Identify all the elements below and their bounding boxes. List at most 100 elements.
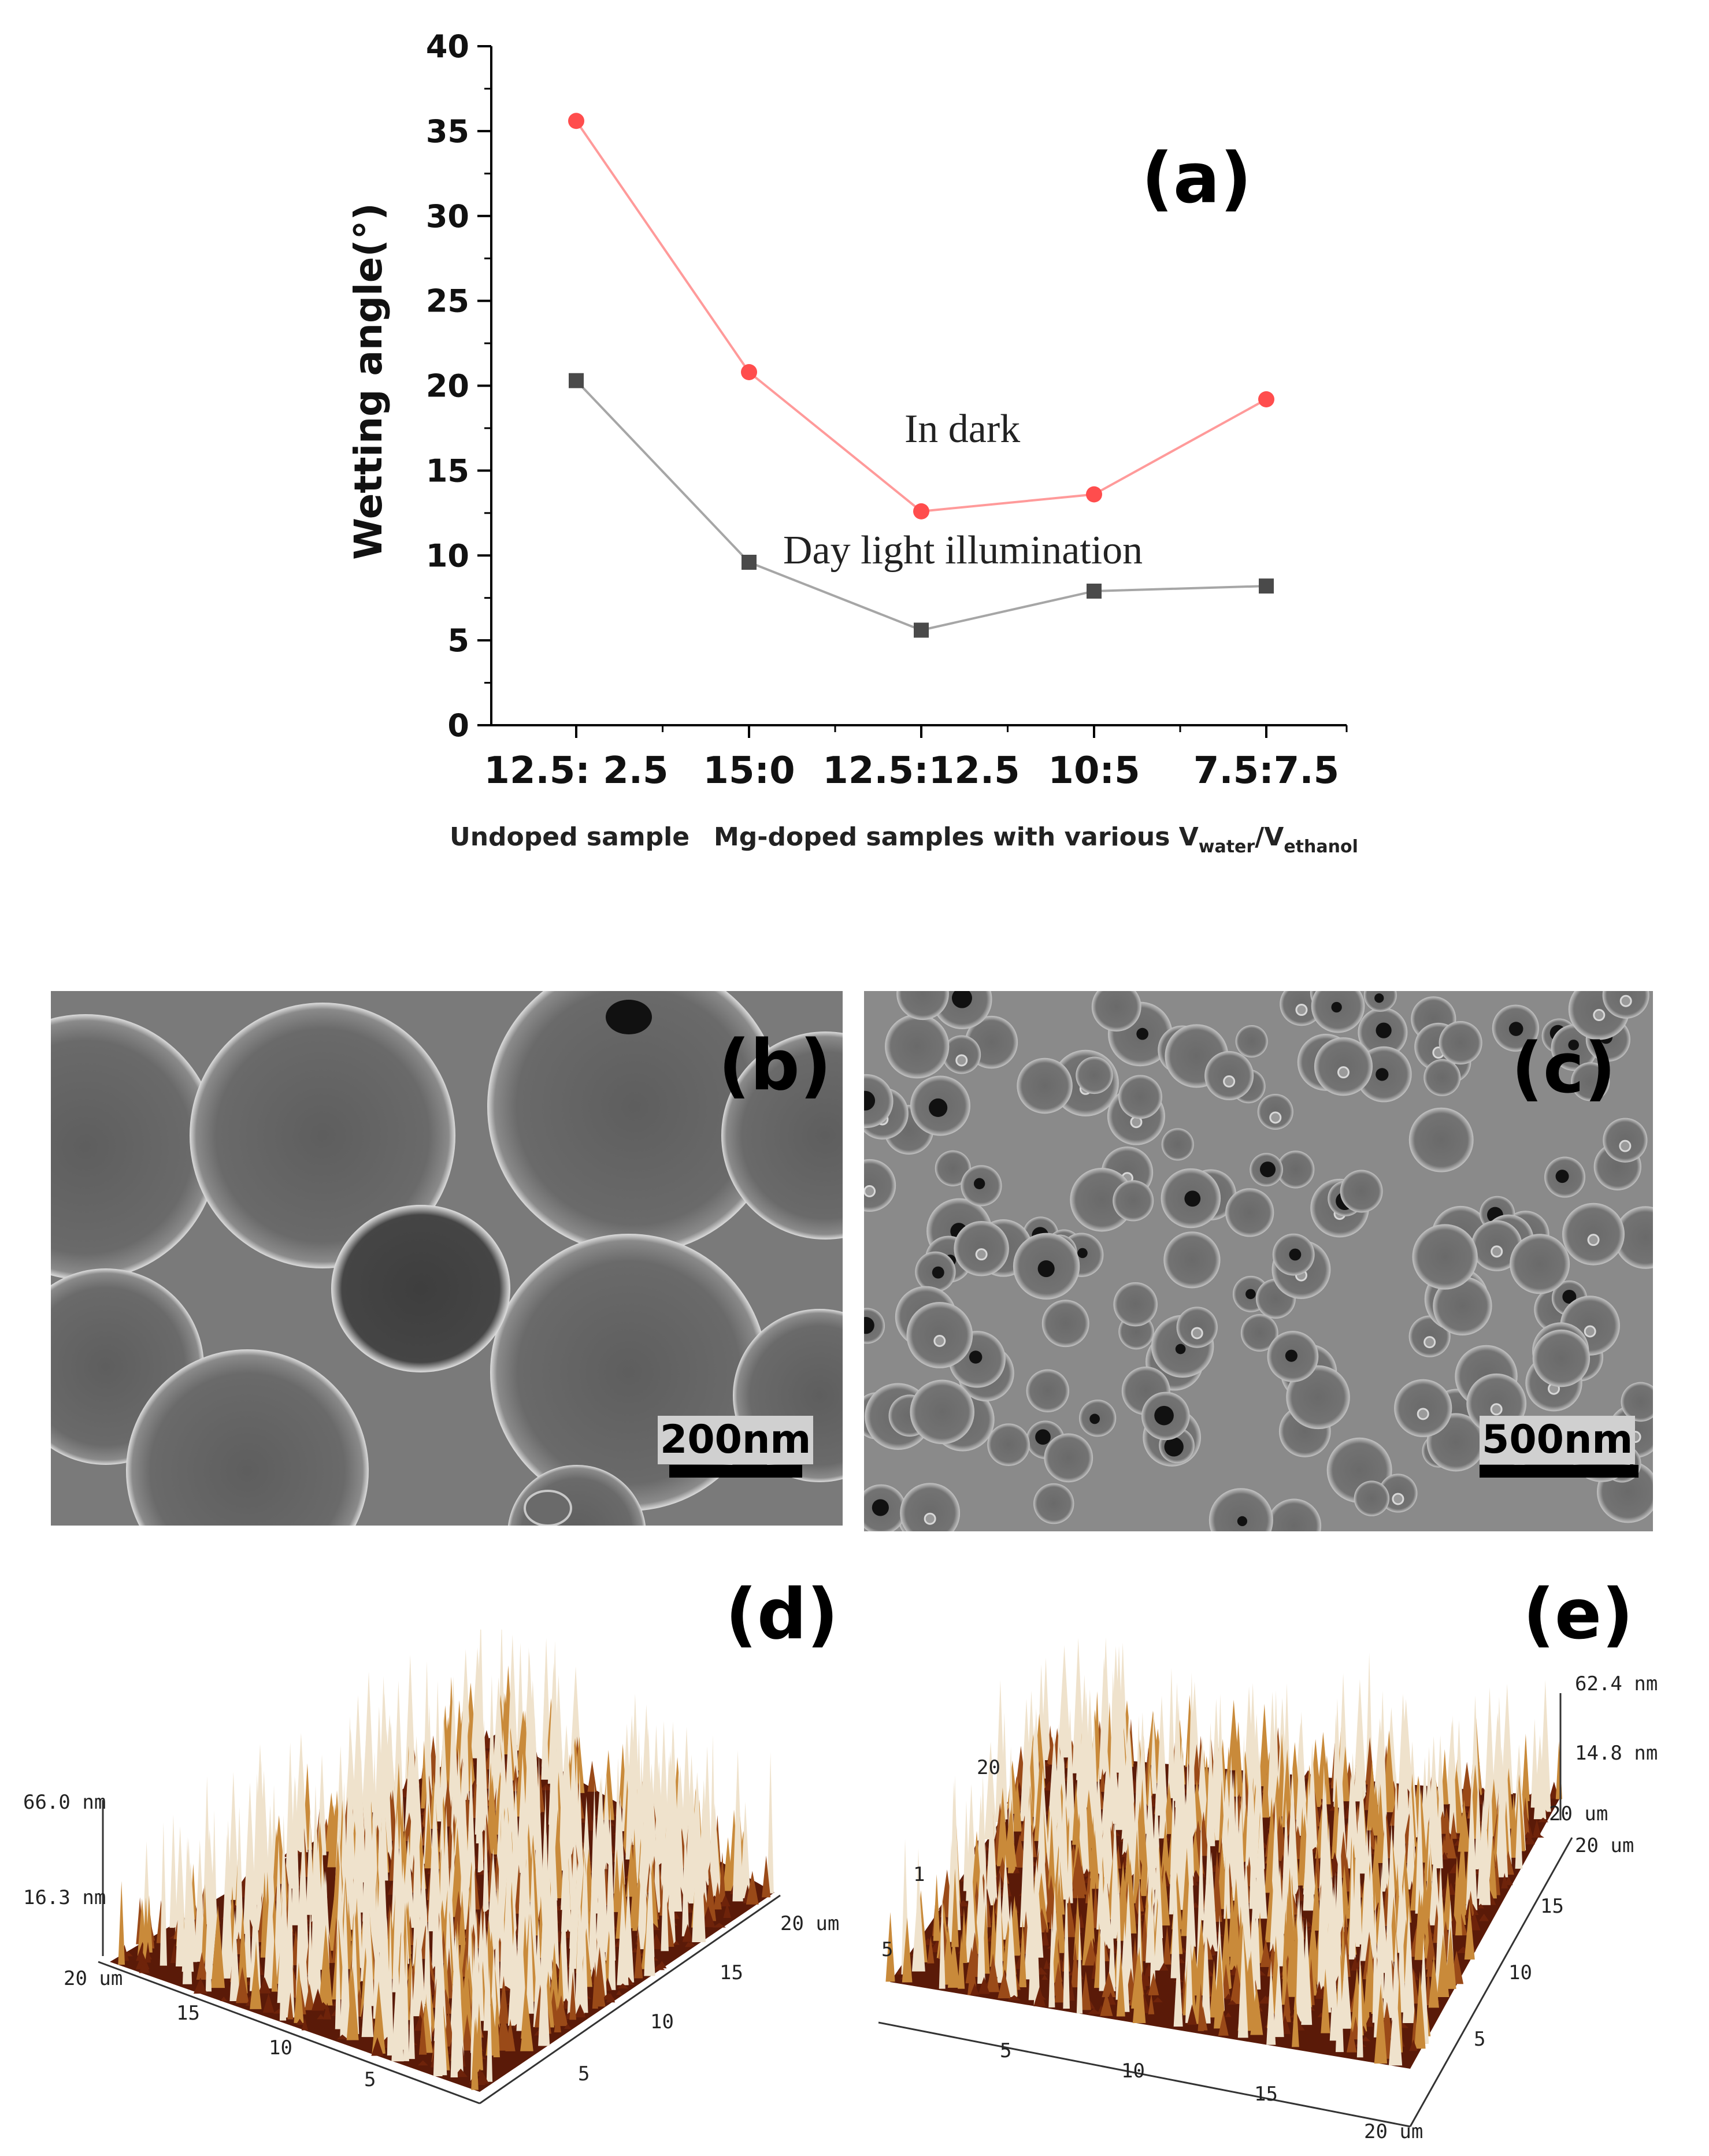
sem-pore-bubble — [1619, 994, 1632, 1007]
sem-pore — [1286, 1365, 1350, 1430]
afm-spike — [1295, 1712, 1308, 1836]
sem-pore — [1235, 1025, 1268, 1058]
afm-spike — [462, 1653, 469, 1801]
afm-spike — [1501, 1873, 1508, 1889]
sem-pore — [1208, 1488, 1273, 1531]
sem-pore-bubble — [1587, 1234, 1600, 1246]
afm-d-zmax: 66.0 nm — [23, 1791, 106, 1814]
afm-spike — [965, 1849, 977, 1963]
data-point-day-light — [1259, 578, 1274, 594]
afm-spikes-d — [118, 1630, 774, 2090]
afm-spike — [1099, 1768, 1106, 1792]
sem-pore — [1614, 1206, 1653, 1269]
sem-pore-hole — [1136, 1027, 1149, 1040]
afm-spike — [1148, 1972, 1159, 1995]
y-tick-label: 15 — [426, 452, 469, 489]
afm-spike — [502, 1841, 515, 1990]
afm-spike — [1233, 1721, 1243, 1797]
afm-spike — [701, 1906, 716, 1928]
afm-spike — [394, 1762, 403, 1849]
sem-pore — [1033, 1483, 1074, 1524]
afm-spike — [1351, 1956, 1359, 1971]
sem-pore-hole — [1376, 1068, 1389, 1081]
afm-spike — [1303, 1921, 1313, 1927]
afm-spike — [196, 1952, 207, 1980]
sem-pore-hole — [1077, 1248, 1088, 1259]
afm-spike — [1428, 1955, 1439, 2008]
afm-spike — [722, 1837, 733, 1891]
sem-pore — [1354, 1480, 1389, 1516]
afm-spikes-e — [885, 1637, 1563, 2066]
sem-pore — [1266, 1498, 1322, 1531]
afm-spike — [1059, 1758, 1069, 1900]
afm-spike — [939, 1889, 946, 1989]
afm-spike — [1537, 1817, 1549, 1823]
panel-letter-c: (c) — [1511, 1029, 1616, 1109]
afm-spike — [294, 1962, 304, 2023]
afm-e-bottom-20: 20 um — [1364, 2120, 1423, 2143]
afm-spike — [712, 1923, 726, 1928]
afm-spike — [1155, 1695, 1168, 1816]
afm-spike — [1427, 1736, 1441, 1865]
afm-spike — [1478, 1784, 1491, 1905]
afm-spike — [970, 1983, 980, 1995]
y-tick-label: 30 — [426, 198, 469, 235]
afm-spike — [1253, 1886, 1261, 1990]
afm-spike — [1429, 1838, 1440, 1925]
afm-spike — [1285, 1914, 1299, 1997]
afm-spike — [1100, 1750, 1115, 1838]
afm-spike — [371, 2037, 384, 2056]
afm-spike — [673, 1940, 680, 1945]
annotation-in-dark: In dark — [904, 407, 1020, 451]
afm-spike — [713, 1882, 722, 1910]
afm-spike — [1334, 1821, 1345, 1947]
sem-pore-hole — [951, 991, 972, 1008]
afm-spike — [997, 1871, 1003, 1983]
afm-spike — [740, 1802, 751, 1899]
afm-spike — [1402, 1905, 1415, 2023]
sem-pore — [1423, 1059, 1461, 1096]
afm-spike — [1335, 1940, 1344, 2053]
afm-spike — [1282, 1986, 1291, 2023]
sem-pore — [885, 1014, 950, 1079]
sem-pore-hole — [1237, 1516, 1248, 1527]
afm-spike — [439, 1714, 448, 1820]
afm-spike — [1340, 1943, 1352, 2029]
afm-spike — [617, 1983, 629, 1988]
afm-spike — [487, 1774, 499, 1855]
afm-spike — [346, 1966, 359, 2040]
afm-spike — [933, 1874, 940, 1941]
afm-spike — [249, 1868, 261, 1991]
afm-spike — [301, 2017, 309, 2031]
afm-spike — [144, 1942, 151, 1963]
afm-spike — [475, 2071, 490, 2084]
afm-spike — [625, 1764, 632, 1860]
afm-spike — [1488, 1835, 1497, 1899]
afm-spike — [1078, 1741, 1089, 1874]
afm-spike — [692, 1796, 706, 1943]
afm-spike — [978, 1977, 990, 1994]
afm-spike — [442, 1779, 454, 1827]
afm-spike — [1090, 1830, 1100, 1889]
afm-spike — [1445, 1926, 1456, 1989]
afm-e-left-1: 1 — [913, 1863, 925, 1886]
afm-spike — [424, 1802, 433, 1869]
afm-image-e: 62.4 nm 14.8 nm 20 um 20 1 5 5 10 15 20 … — [878, 1637, 1658, 2143]
afm-spike — [1303, 1779, 1315, 1911]
afm-spike — [587, 1760, 597, 1792]
sem-pore — [1044, 1433, 1093, 1483]
afm-spike — [1441, 1835, 1447, 1858]
sem-pore — [1070, 1167, 1134, 1232]
afm-spike — [1084, 1939, 1098, 1966]
afm-spike — [1455, 1870, 1462, 1936]
afm-spike — [526, 1893, 534, 2014]
x-tick-label: 7.5:7.5 — [1193, 749, 1339, 792]
afm-spike — [238, 1907, 248, 1994]
afm-spike — [902, 1917, 913, 1983]
afm-e-left-20: 20 — [977, 1756, 1000, 1779]
sem-pore — [910, 1379, 974, 1445]
afm-spike — [456, 1968, 464, 2075]
x-tick-label: 12.5: 2.5 — [484, 749, 668, 792]
afm-spike — [317, 2014, 325, 2020]
afm-spike — [1098, 1657, 1110, 1780]
